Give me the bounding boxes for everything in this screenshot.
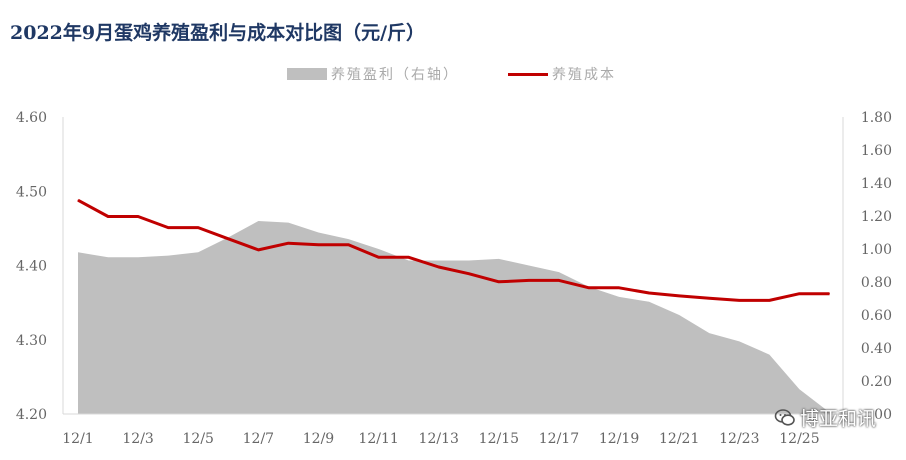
x-tick-label: 12/17: [539, 431, 579, 447]
y-right-tick-label: 1.40: [861, 176, 892, 192]
cost-point: [197, 227, 199, 229]
legend-swatch-line: [508, 72, 548, 76]
cost-point: [768, 299, 770, 301]
cost-point: [738, 299, 740, 301]
y-right-tick-label: 0.40: [861, 341, 892, 357]
cost-point: [678, 295, 680, 297]
cost-point: [137, 216, 139, 217]
y-right-tick-label: 1.00: [861, 242, 892, 258]
cost-point: [528, 279, 530, 281]
y-left-tick-label: 4.60: [16, 110, 47, 126]
cost-point: [558, 279, 560, 281]
y-right-tick-label: 1.60: [861, 143, 892, 159]
x-tick-label: 12/7: [243, 431, 274, 447]
x-tick-label: 12/3: [122, 431, 153, 447]
y-right-tick-label: 0.20: [861, 374, 892, 390]
cost-point: [618, 287, 620, 289]
x-tick-label: 12/1: [62, 431, 93, 447]
cost-point: [107, 216, 109, 217]
x-tick-label: 12/5: [183, 431, 214, 447]
y-left-tick-label: 4.50: [16, 184, 47, 200]
cost-point: [438, 266, 440, 268]
legend-label-cost: 养殖成本: [552, 67, 616, 83]
x-tick-label: 12/11: [358, 431, 398, 447]
legend-label-profit: 养殖盈利（右轴）: [331, 67, 459, 83]
watermark-text: 博亚和讯: [799, 408, 876, 430]
x-tick-label: 12/13: [419, 431, 459, 447]
cost-point: [798, 293, 800, 295]
legend-item-cost: 养殖成本: [508, 64, 616, 84]
x-tick-label: 12/23: [719, 431, 759, 447]
cost-point: [829, 293, 830, 295]
y-right-tick-label: 0.80: [861, 275, 892, 291]
cost-point: [77, 199, 79, 201]
x-tick-label: 12/25: [779, 431, 819, 447]
profit-area: [78, 221, 830, 414]
chart-title: 2022年9月蛋鸡养殖盈利与成本对比图（元/斤）: [10, 22, 426, 44]
cost-point: [318, 244, 319, 246]
wechat-icon: [774, 408, 795, 426]
y-right-tick-label: 1.20: [861, 209, 892, 225]
watermark: 博亚和讯: [774, 404, 876, 431]
cost-point: [378, 256, 380, 258]
legend-item-profit: 养殖盈利（右轴）: [287, 64, 459, 84]
legend: 养殖盈利（右轴） 养殖成本: [0, 64, 906, 88]
cost-point: [167, 227, 169, 229]
legend-swatch-area: [287, 68, 327, 80]
cost-point: [257, 249, 259, 251]
y-right-tick-label: .00: [870, 407, 892, 423]
y-right-tick-label: 1.80: [861, 110, 892, 126]
y-left-tick-label: 4.20: [16, 407, 47, 423]
x-tick-label: 12/9: [303, 431, 334, 447]
cost-point: [408, 256, 410, 258]
cost-point: [227, 238, 229, 240]
x-tick-label: 12/15: [479, 431, 519, 447]
y-left-tick-label: 4.40: [16, 259, 47, 275]
cost-line: [77, 198, 830, 302]
cost-point: [348, 244, 349, 246]
y-right-tick-label: 0.60: [861, 308, 892, 324]
cost-point: [498, 281, 500, 283]
cost-point: [648, 292, 650, 294]
x-tick-label: 12/19: [599, 431, 639, 447]
y-left-tick-label: 4.30: [16, 333, 47, 349]
x-tick-label: 12/21: [659, 431, 699, 447]
cost-point: [588, 287, 590, 289]
cost-point: [708, 297, 710, 299]
cost-point: [468, 273, 470, 275]
cost-point: [287, 242, 289, 244]
